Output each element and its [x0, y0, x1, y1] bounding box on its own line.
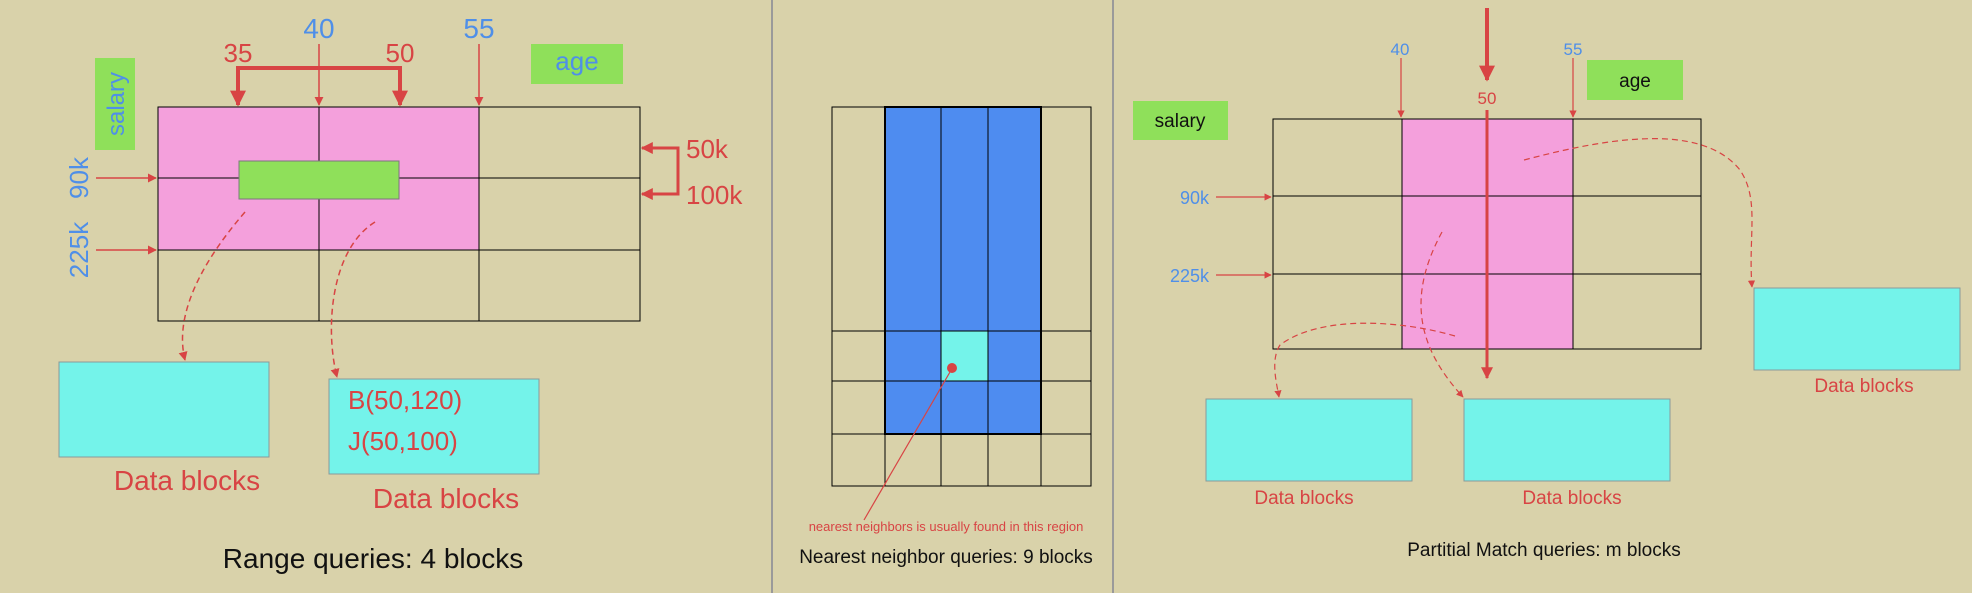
data-block [1753, 287, 1961, 371]
nearest-neighbor-panel: nearest neighbors is usually found in th… [799, 106, 1093, 568]
salary-label-box [95, 58, 135, 150]
age-label: age [1619, 71, 1651, 92]
nn-caption: Nearest neighbor queries: 9 blocks [799, 547, 1093, 568]
salary-tick-90k: 90k [1180, 188, 1210, 208]
tick-label-40: 40 [303, 13, 334, 44]
tick-label-40: 40 [1391, 40, 1410, 59]
nn-note: nearest neighbors is usually found in th… [809, 519, 1084, 534]
query-point [947, 363, 957, 373]
right-label-100k: 100k [686, 180, 743, 210]
partial-match-panel: 40 50 55 age salary 90k 225k Data blocks… [1133, 8, 1961, 561]
data-block [58, 361, 270, 458]
dashed-pointer [330, 221, 376, 378]
search-region-outline [884, 106, 1042, 435]
right-bracket [660, 146, 680, 196]
query-cell [941, 331, 988, 381]
record-j: J(50,100) [348, 426, 458, 456]
pm-caption: Partitial Match queries: m blocks [1407, 540, 1681, 561]
salary-tick-225k: 225k [64, 221, 94, 278]
record-b: B(50,120) [348, 385, 462, 415]
tick-label-35: 35 [224, 38, 253, 68]
dashed-pointer [1420, 231, 1464, 398]
data-block [1463, 398, 1671, 482]
pointer-line [863, 371, 951, 521]
salary-tick-225k: 225k [1170, 266, 1210, 286]
tick-label-55: 55 [1564, 40, 1583, 59]
dashed-pointer [178, 211, 246, 361]
tick-label-55: 55 [463, 13, 494, 44]
range-caption: Range queries: 4 blocks [223, 543, 523, 574]
data-blocks-label: Data blocks [114, 465, 260, 496]
search-region [885, 107, 1041, 434]
right-label-50k: 50k [686, 134, 729, 164]
tick-label-50: 50 [1478, 89, 1497, 108]
age-label-box [531, 44, 623, 84]
data-blocks-label: Data blocks [373, 483, 519, 514]
dashed-pointer [1523, 138, 1756, 288]
query-box [238, 160, 400, 200]
salary-label: salary [103, 72, 130, 136]
data-blocks-label: Data blocks [1254, 488, 1353, 509]
salary-label-box [1133, 101, 1228, 140]
salary-label: salary [1155, 111, 1206, 132]
range-query-panel: 35 40 50 55 age salary 90k 225k 50k 100k… [58, 13, 743, 574]
dashed-pointer [1274, 322, 1456, 398]
data-blocks-label: Data blocks [1814, 376, 1913, 397]
data-block [1205, 398, 1413, 482]
data-block [328, 378, 540, 475]
tick-label-50: 50 [386, 38, 415, 68]
age-label: age [555, 46, 598, 76]
age-label-box [1587, 60, 1683, 100]
salary-tick-90k: 90k [64, 156, 94, 199]
data-blocks-label: Data blocks [1522, 488, 1621, 509]
